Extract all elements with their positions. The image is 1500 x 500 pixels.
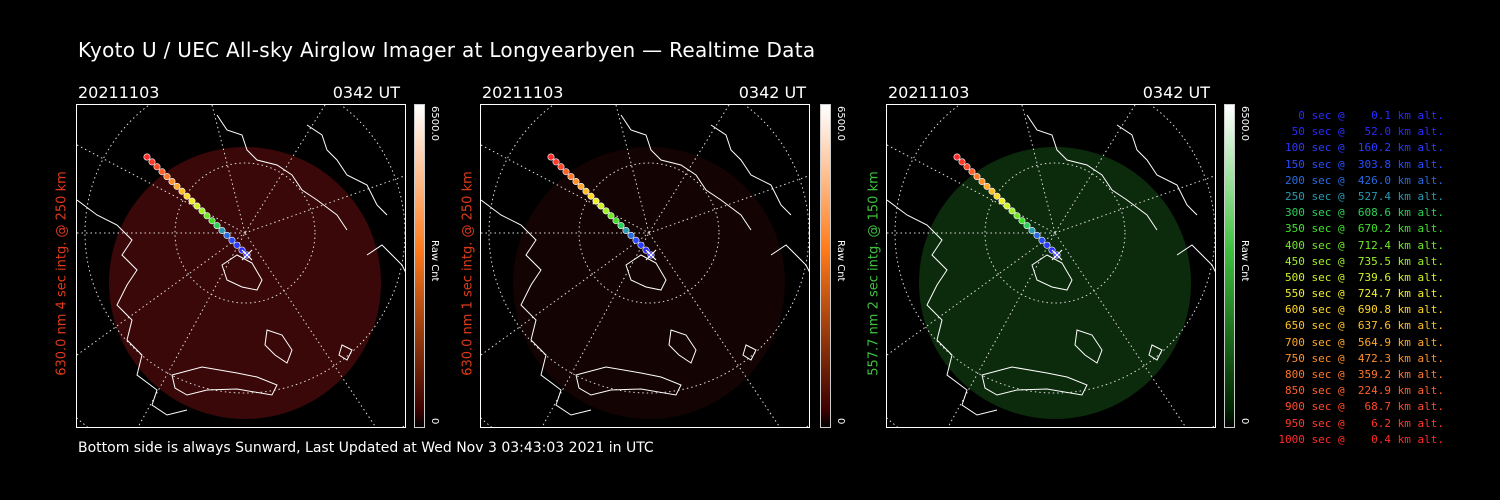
- legend-item: 350 sec @ 670.2 km alt.: [1278, 222, 1444, 236]
- legend-item: 600 sec @ 690.8 km alt.: [1278, 303, 1444, 317]
- panel-1-wavelength-label: 630.0 nm 4 sec intg. @ 250 km: [54, 171, 70, 376]
- legend-item: 950 sec @ 6.2 km alt.: [1278, 416, 1444, 430]
- panel-3-cbar-unit: Raw Cnt: [1239, 240, 1250, 282]
- coastline: [887, 114, 1215, 416]
- legend-item: 550 sec @ 724.7 km alt.: [1278, 287, 1444, 301]
- trajectory-markers: [547, 153, 655, 259]
- trajectory-markers: [953, 153, 1061, 259]
- coastline: [481, 114, 809, 416]
- panel-2-time: 0342 UT: [738, 83, 806, 102]
- panel-1-cbar-max: 6500.0: [429, 106, 440, 141]
- legend-item: 250 sec @ 527.4 km alt.: [1278, 189, 1444, 203]
- page-title: Kyoto U / UEC All-sky Airglow Imager at …: [78, 38, 816, 62]
- panel-2-cbar-max: 6500.0: [835, 106, 846, 141]
- airglow-disk: [513, 147, 785, 419]
- panel-1-image: [76, 104, 406, 428]
- legend-item: 150 sec @ 303.8 km alt.: [1278, 157, 1444, 171]
- panel-2-colorbar: [820, 104, 831, 428]
- panel-1-date: 20211103: [78, 83, 160, 102]
- panel-2-cbar-min: 0: [835, 418, 846, 425]
- coastline: [77, 114, 405, 416]
- legend-item: 300 sec @ 608.6 km alt.: [1278, 206, 1444, 220]
- panel-1-colorbar: [414, 104, 425, 428]
- station-marker: [645, 249, 657, 261]
- panel-1-cbar-unit: Raw Cnt: [429, 240, 440, 282]
- panel-3-date: 20211103: [888, 83, 970, 102]
- panel-2-image: [480, 104, 810, 428]
- footer-status: Bottom side is always Sunward, Last Upda…: [78, 440, 654, 456]
- panel-2-date: 20211103: [482, 83, 564, 102]
- legend-item: 850 sec @ 224.9 km alt.: [1278, 384, 1444, 398]
- panel-1-cbar-min: 0: [429, 418, 440, 425]
- station-marker: [1051, 249, 1063, 261]
- legend-item: 100 sec @ 160.2 km alt.: [1278, 141, 1444, 155]
- legend-item: 750 sec @ 472.3 km alt.: [1278, 351, 1444, 365]
- panel-2-cbar-unit: Raw Cnt: [835, 240, 846, 282]
- panel-3-colorbar: [1224, 104, 1235, 428]
- legend-item: 900 sec @ 68.7 km alt.: [1278, 400, 1444, 414]
- panel-2-wavelength-label: 630.0 nm 1 sec intg. @ 250 km: [460, 171, 476, 376]
- legend-item: 400 sec @ 712.4 km alt.: [1278, 238, 1444, 252]
- legend-item: 450 sec @ 735.5 km alt.: [1278, 254, 1444, 268]
- legend-item: 1000 sec @ 0.4 km alt.: [1278, 432, 1444, 446]
- airglow-disk: [109, 147, 381, 419]
- legend-item: 200 sec @ 426.0 km alt.: [1278, 173, 1444, 187]
- panel-3-wavelength-label: 557.7 nm 2 sec intg. @ 150 km: [866, 171, 882, 376]
- airglow-disk: [919, 147, 1191, 419]
- panel-3-image: [886, 104, 1216, 428]
- trajectory-legend: 0 sec @ 0.1 km alt. 50 sec @ 52.0 km alt…: [1262, 108, 1444, 448]
- legend-item: 700 sec @ 564.9 km alt.: [1278, 335, 1444, 349]
- panel-3-cbar-min: 0: [1239, 418, 1250, 425]
- legend-item: 650 sec @ 637.6 km alt.: [1278, 319, 1444, 333]
- panel-1-time: 0342 UT: [332, 83, 400, 102]
- panel-3-time: 0342 UT: [1142, 83, 1210, 102]
- panel-3-cbar-max: 6500.0: [1239, 106, 1250, 141]
- legend-item: 500 sec @ 739.6 km alt.: [1278, 270, 1444, 284]
- station-marker: [241, 249, 253, 261]
- legend-item: 50 sec @ 52.0 km alt.: [1278, 125, 1444, 139]
- legend-item: 800 sec @ 359.2 km alt.: [1278, 368, 1444, 381]
- legend-item: 0 sec @ 0.1 km alt.: [1278, 109, 1444, 122]
